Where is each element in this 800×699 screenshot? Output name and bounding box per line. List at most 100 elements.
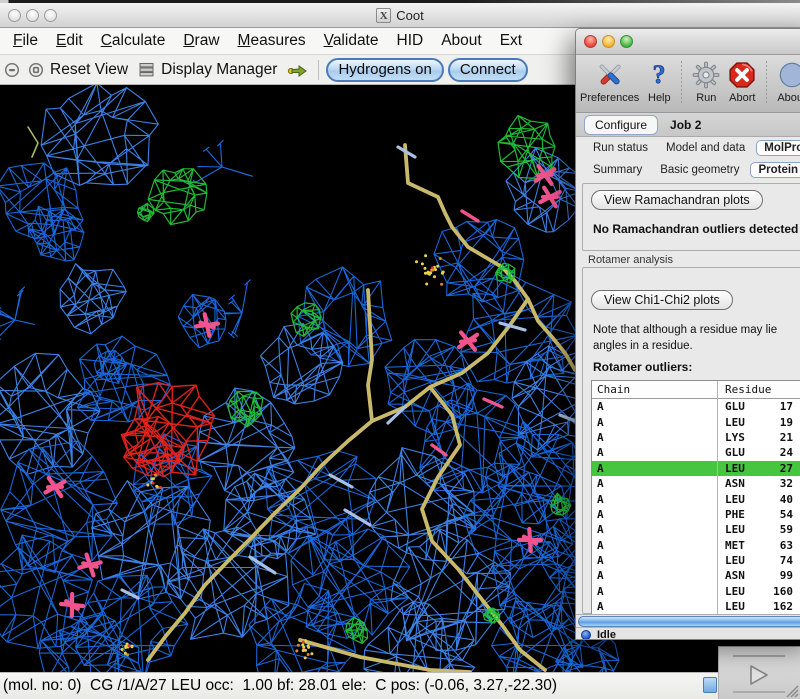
toolbar-separator — [318, 59, 320, 80]
table-row[interactable]: A LEU 27 — [592, 460, 800, 476]
view-chi1-chi2-plots-button[interactable]: View Chi1-Chi2 plots — [591, 290, 733, 310]
tab-molprobity[interactable]: MolProbity — [756, 140, 800, 156]
dialog-tool-abort[interactable]: Abort — [724, 59, 760, 111]
cell-number: 162 — [773, 600, 793, 614]
dialog-minimize-button[interactable] — [602, 35, 615, 48]
rotamer-outliers-table: Chain Residue A GLU 17 A LEU 19 A LYS 21 A GLU 24 A L… — [591, 380, 800, 620]
cell-residue: MET — [725, 538, 745, 552]
gear-icon — [692, 59, 720, 91]
dialog-tool-label: Abort — [729, 92, 756, 104]
menu-validate[interactable]: Validate — [323, 32, 379, 49]
cell-chain: A — [597, 600, 604, 614]
cell-residue: LEU — [725, 523, 745, 537]
table-row[interactable]: A LEU 162 — [592, 599, 800, 614]
menu-ext[interactable]: Ext — [499, 32, 523, 49]
table-row[interactable]: A LEU 160 — [592, 584, 800, 599]
tab-protein[interactable]: Protein — [750, 162, 800, 178]
menu-measures[interactable]: Measures — [237, 32, 306, 49]
dialog-tool-label: Preferences — [580, 92, 640, 104]
cell-chain: A — [597, 554, 604, 568]
dialog-tool-about[interactable]: About — [773, 59, 800, 111]
hscrollbar-thumb[interactable] — [578, 615, 800, 627]
info-icon — [778, 59, 800, 91]
display-manager-icon[interactable] — [138, 61, 155, 78]
tab-job-2[interactable]: Job 2 — [670, 117, 702, 132]
cell-residue: LYS — [725, 430, 745, 444]
cell-chain: A — [597, 477, 604, 491]
table-row[interactable]: A LEU 59 — [592, 522, 800, 537]
redo-circle-icon[interactable] — [28, 62, 44, 78]
dialog-close-button[interactable] — [584, 35, 597, 48]
table-row[interactable]: A ASN 32 — [592, 476, 800, 491]
cell-residue: GLU — [725, 400, 745, 414]
cell-chain: A — [597, 523, 604, 537]
table-row[interactable]: A ASN 99 — [592, 568, 800, 583]
svg-text:?: ? — [653, 61, 666, 89]
column-header-chain[interactable]: Chain — [597, 383, 631, 396]
menu-edit[interactable]: Edit — [55, 32, 83, 49]
zoom-button[interactable] — [44, 8, 57, 22]
table-row[interactable]: A GLU 24 — [592, 445, 800, 460]
reset-view-button[interactable]: Reset View — [50, 60, 129, 78]
table-row[interactable]: A LEU 40 — [592, 491, 800, 506]
tab-summary[interactable]: Summary — [593, 164, 643, 176]
dialog-tool-label: Run — [696, 92, 717, 104]
undo-circle-icon[interactable] — [4, 62, 20, 78]
tab-basic-geometry[interactable]: Basic geometry — [660, 164, 740, 176]
tab-model-and-data[interactable]: Model and data — [665, 142, 746, 154]
cell-number: 54 — [779, 507, 793, 521]
cell-chain: A — [597, 584, 604, 598]
cell-residue: LEU — [725, 461, 745, 475]
hydrogens-toggle-button[interactable]: Hydrogens on — [326, 57, 444, 82]
table-row[interactable]: A LYS 21 — [592, 430, 800, 445]
question-icon: ? — [647, 59, 671, 91]
cell-chain: A — [597, 507, 604, 521]
scrollbar-thumb-fragment[interactable] — [703, 677, 717, 693]
table-row[interactable]: A GLU 17 — [592, 399, 800, 414]
cell-residue: LEU — [725, 584, 745, 598]
cell-residue: LEU — [725, 492, 745, 506]
menu-about[interactable]: About — [441, 32, 482, 49]
cell-chain: A — [597, 415, 604, 429]
go-arrow-icon[interactable] — [287, 63, 308, 77]
minimize-button[interactable] — [26, 8, 39, 22]
column-header-residue[interactable]: Residue — [725, 383, 772, 396]
dialog-statusbar: Idle — [576, 627, 800, 639]
tab-run-status[interactable]: Run status — [593, 142, 648, 154]
dialog-tool-help[interactable]: ? Help — [643, 59, 675, 111]
cell-residue: LEU — [725, 600, 745, 614]
cell-chain: A — [597, 492, 604, 506]
table-row[interactable]: A PHE 54 — [592, 507, 800, 522]
menu-draw[interactable]: Draw — [183, 32, 220, 49]
cell-chain: A — [597, 461, 604, 475]
connect-button[interactable]: Connect — [447, 57, 528, 82]
table-row[interactable]: A MET 63 — [592, 538, 800, 553]
play-triangle-icon[interactable] — [747, 663, 771, 687]
cell-number: 21 — [779, 430, 793, 444]
menu-calculate[interactable]: Calculate — [100, 32, 166, 49]
main-titlebar: X Coot — [0, 3, 800, 28]
tab-configure[interactable]: Configure — [584, 114, 659, 135]
cell-number: 40 — [779, 492, 793, 506]
dialog-zoom-button[interactable] — [620, 35, 633, 48]
table-row[interactable]: A LEU 19 — [592, 414, 800, 429]
window-title: Coot — [396, 8, 424, 23]
cell-residue: GLU — [725, 446, 745, 460]
dialog-tool-run[interactable]: Run — [688, 59, 724, 111]
dialog-tool-preferences[interactable]: Preferences — [576, 59, 643, 111]
table-row[interactable]: A LEU 74 — [592, 553, 800, 568]
resize-grip[interactable] — [784, 683, 799, 698]
dialog-toolbar: Preferences? Help Run Abort About — [576, 55, 800, 113]
view-ramachandran-plots-button[interactable]: View Ramachandran plots — [591, 190, 763, 210]
dialog-pane: Run status Model and data MolProbity Summa… — [576, 137, 800, 639]
close-button[interactable] — [8, 8, 21, 22]
validation-dialog: Preferences? Help Run Abort About Configure J… — [575, 28, 800, 640]
menu-hid[interactable]: HID — [396, 32, 424, 49]
cell-number: 27 — [779, 461, 793, 475]
display-manager-button[interactable]: Display Manager — [161, 60, 278, 78]
panel-divider — [733, 655, 785, 657]
cell-number: 99 — [779, 569, 793, 583]
menu-file[interactable]: File — [13, 32, 38, 49]
cell-number: 17 — [779, 400, 793, 414]
